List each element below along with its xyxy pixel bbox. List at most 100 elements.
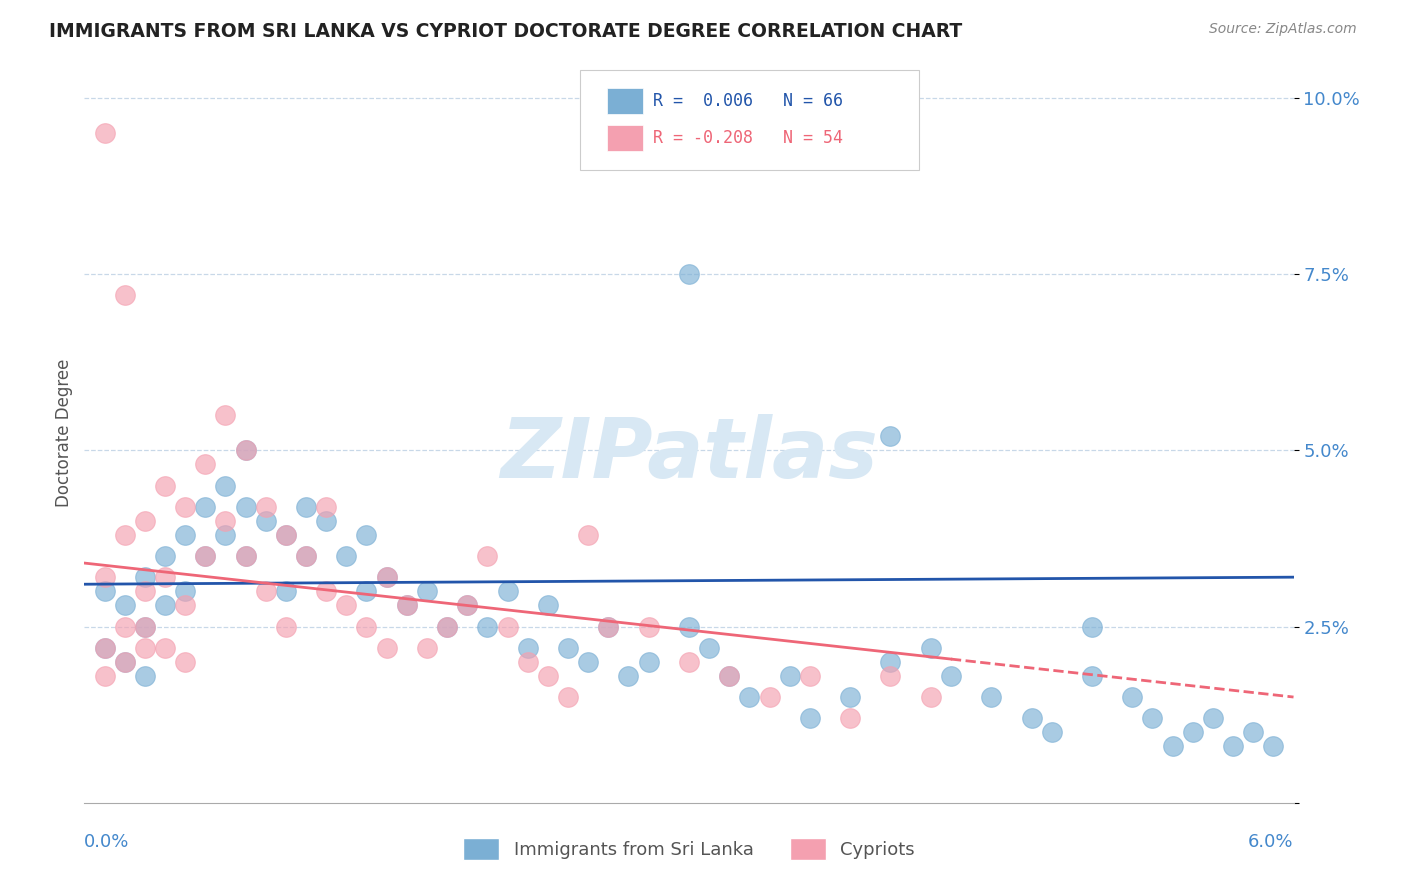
- Point: [436, 619, 458, 633]
- Point: [920, 690, 942, 704]
- Point: [537, 599, 560, 613]
- Point: [214, 514, 236, 528]
- Point: [174, 528, 197, 542]
- Text: Source: ZipAtlas.com: Source: ZipAtlas.com: [1209, 22, 1357, 37]
- Point: [779, 669, 801, 683]
- Point: [335, 599, 357, 613]
- Point: [315, 584, 337, 599]
- Point: [356, 528, 378, 542]
- Point: [174, 655, 197, 669]
- Point: [274, 619, 297, 633]
- FancyBboxPatch shape: [581, 70, 918, 169]
- Point: [93, 570, 115, 584]
- Point: [214, 408, 236, 422]
- Point: [274, 528, 297, 542]
- Point: [416, 640, 439, 655]
- Point: [194, 549, 217, 563]
- Point: [235, 549, 257, 563]
- Point: [799, 669, 821, 683]
- Point: [315, 514, 337, 528]
- Point: [375, 640, 398, 655]
- Point: [678, 619, 700, 633]
- Point: [153, 570, 176, 584]
- Point: [153, 549, 176, 563]
- Point: [134, 619, 156, 633]
- Point: [1161, 739, 1184, 754]
- Point: [93, 669, 115, 683]
- Point: [235, 500, 257, 514]
- Point: [375, 570, 398, 584]
- Point: [1222, 739, 1244, 754]
- Point: [194, 500, 217, 514]
- Point: [93, 640, 115, 655]
- Point: [114, 288, 136, 302]
- Point: [1081, 669, 1104, 683]
- Point: [1081, 619, 1104, 633]
- Point: [235, 549, 257, 563]
- Point: [254, 584, 277, 599]
- Point: [114, 655, 136, 669]
- Point: [598, 619, 620, 633]
- Point: [598, 619, 620, 633]
- Point: [980, 690, 1002, 704]
- Point: [1263, 739, 1285, 754]
- Point: [576, 528, 599, 542]
- Point: [637, 655, 659, 669]
- Point: [516, 640, 538, 655]
- Point: [194, 458, 217, 472]
- Point: [114, 528, 136, 542]
- Point: [1142, 711, 1164, 725]
- Point: [839, 711, 862, 725]
- Legend: Immigrants from Sri Lanka, Cypriots: Immigrants from Sri Lanka, Cypriots: [463, 838, 915, 861]
- Point: [758, 690, 780, 704]
- Point: [1040, 725, 1063, 739]
- Point: [395, 599, 418, 613]
- Point: [678, 655, 700, 669]
- Point: [617, 669, 640, 683]
- Point: [214, 478, 236, 492]
- Text: 0.0%: 0.0%: [84, 833, 129, 851]
- Point: [174, 599, 197, 613]
- Point: [920, 640, 942, 655]
- Point: [134, 570, 156, 584]
- Text: IMMIGRANTS FROM SRI LANKA VS CYPRIOT DOCTORATE DEGREE CORRELATION CHART: IMMIGRANTS FROM SRI LANKA VS CYPRIOT DOC…: [49, 22, 963, 41]
- Point: [496, 619, 519, 633]
- Point: [436, 619, 458, 633]
- Point: [879, 655, 901, 669]
- Point: [235, 443, 257, 458]
- Point: [456, 599, 478, 613]
- Point: [738, 690, 761, 704]
- Point: [697, 640, 720, 655]
- FancyBboxPatch shape: [607, 88, 643, 114]
- Text: 6.0%: 6.0%: [1249, 833, 1294, 851]
- Point: [134, 514, 156, 528]
- Point: [254, 500, 277, 514]
- Point: [134, 640, 156, 655]
- Point: [174, 584, 197, 599]
- Point: [557, 690, 579, 704]
- Point: [235, 443, 257, 458]
- Point: [174, 500, 197, 514]
- Point: [516, 655, 538, 669]
- Point: [477, 619, 499, 633]
- Point: [93, 640, 115, 655]
- Point: [335, 549, 357, 563]
- FancyBboxPatch shape: [607, 126, 643, 152]
- Point: [456, 599, 478, 613]
- Point: [153, 599, 176, 613]
- Point: [718, 669, 741, 683]
- Point: [1181, 725, 1204, 739]
- Point: [153, 640, 176, 655]
- Point: [879, 669, 901, 683]
- Text: ZIPatlas: ZIPatlas: [501, 414, 877, 495]
- Point: [477, 549, 499, 563]
- Point: [214, 528, 236, 542]
- Point: [114, 619, 136, 633]
- Point: [114, 655, 136, 669]
- Point: [637, 619, 659, 633]
- Point: [114, 599, 136, 613]
- Point: [678, 267, 700, 281]
- Point: [356, 584, 378, 599]
- Point: [254, 514, 277, 528]
- Point: [315, 500, 337, 514]
